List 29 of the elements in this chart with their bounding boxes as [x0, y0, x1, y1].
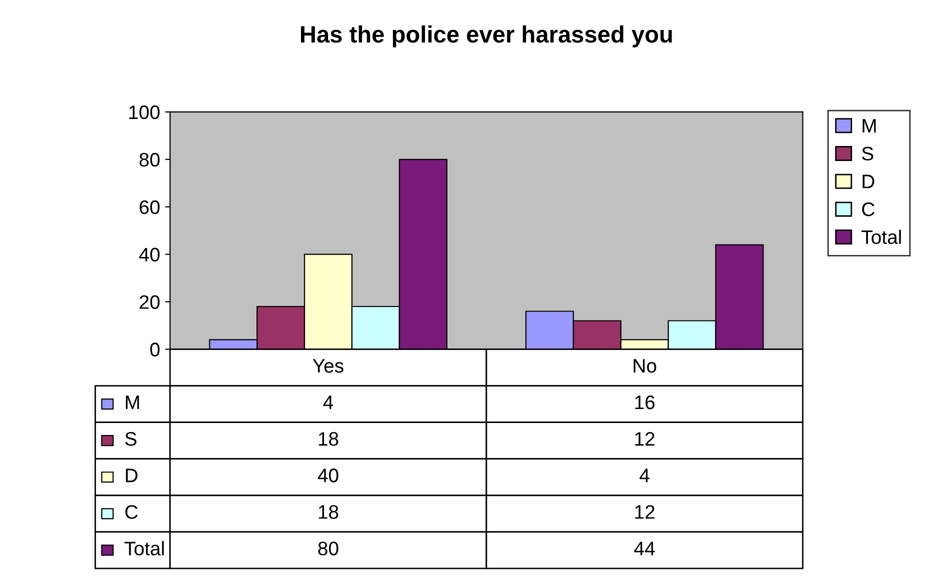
- data-label: 12: [635, 505, 654, 519]
- data-label: 44: [634, 542, 655, 556]
- data-label: 80: [318, 542, 338, 556]
- text: M: [862, 119, 876, 132]
- y-tick-label: 0: [150, 342, 160, 356]
- data-label: 4: [640, 468, 650, 482]
- x-tick-label: Yes: [312, 359, 344, 373]
- data-label: 16: [635, 395, 655, 410]
- data-label: 4: [323, 396, 334, 410]
- y-tick-label: 100: [129, 105, 160, 120]
- y-tick-label: 60: [140, 200, 160, 214]
- data-label: 40: [318, 468, 338, 482]
- y-tick-label: 20: [140, 295, 160, 309]
- text: C: [125, 505, 138, 519]
- legend-label: D: [862, 174, 874, 188]
- text: S: [862, 146, 874, 160]
- chart-title: Has the police ever harassed you: [300, 25, 672, 48]
- text: D: [126, 468, 138, 482]
- x-tick-label: No: [634, 359, 656, 373]
- legend-label: S: [125, 432, 136, 446]
- legend-label: Total: [862, 230, 901, 244]
- y-tick-label: 80: [140, 152, 160, 167]
- data-label: 18: [318, 432, 338, 446]
- text: Total: [124, 541, 164, 556]
- data-label: 18: [318, 505, 338, 519]
- data-label: 12: [635, 432, 654, 446]
- legend-label: M: [126, 396, 139, 410]
- y-tick-label: 40: [139, 248, 160, 262]
- legend-label: C: [862, 202, 874, 216]
